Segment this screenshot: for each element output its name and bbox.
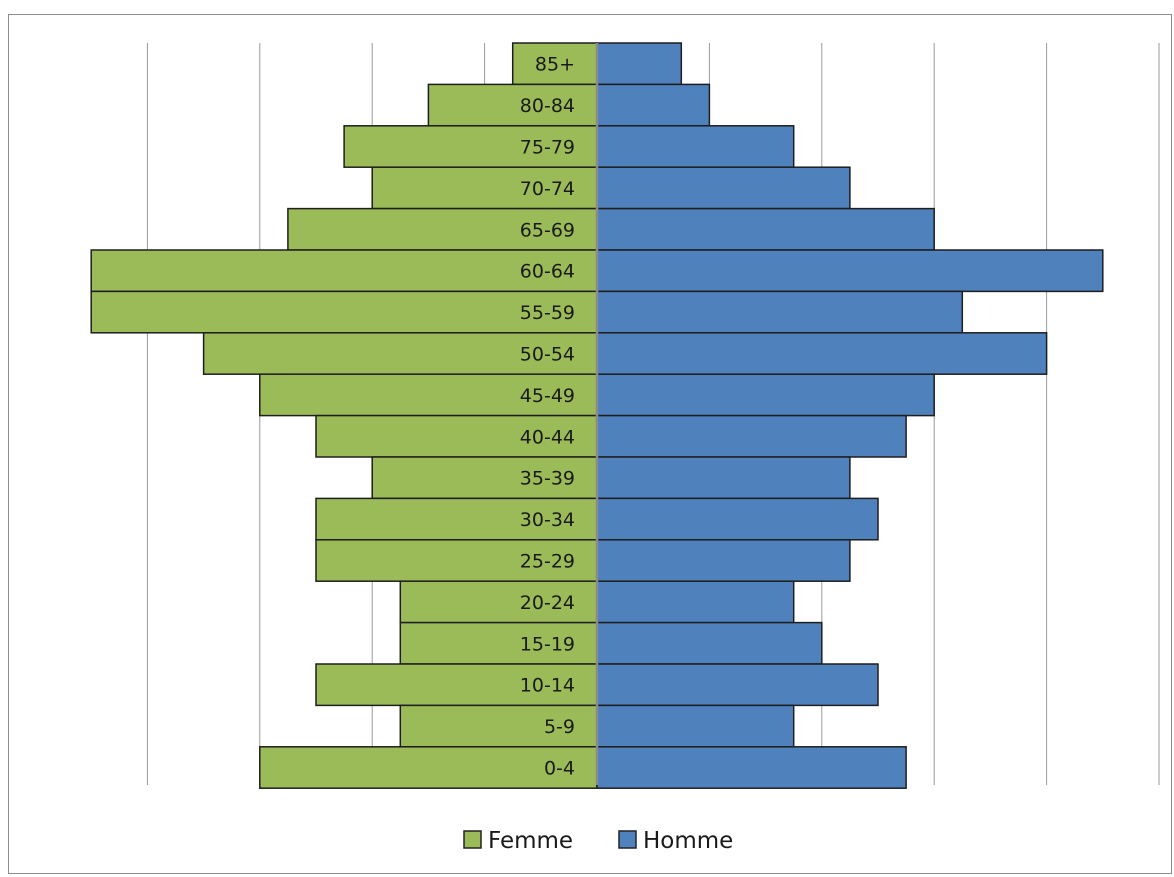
bars [90, 42, 1104, 789]
bar-homme-0-4 [596, 746, 907, 789]
age-labels: 85+ 80-84 75-79 70-74 65-69 60-64 55-59 50-54 45… [520, 54, 575, 780]
bar-femme-40-44 [315, 414, 598, 458]
age-label: 25-29 [520, 551, 575, 573]
bar-homme-30-34 [596, 497, 879, 541]
bar-femme-50-54 [202, 332, 598, 375]
age-label: 80-84 [520, 95, 575, 117]
bar-femme-65-69 [287, 207, 598, 251]
age-label: 45-49 [520, 385, 575, 407]
age-label: 70-74 [520, 178, 575, 200]
age-label: 65-69 [520, 219, 575, 241]
bar-femme-5-9 [399, 704, 598, 748]
bar-homme-5-9 [596, 704, 795, 748]
bar-homme-25-29 [596, 539, 851, 582]
age-label: 40-44 [520, 426, 575, 448]
bar-homme-85+ [596, 42, 683, 86]
age-label: 20-24 [520, 592, 575, 614]
age-label: 55-59 [520, 302, 575, 324]
legend: Femme Homme [463, 828, 733, 854]
bar-homme-45-49 [596, 373, 935, 417]
bar-femme-30-34 [315, 497, 598, 541]
bar-femme-15-19 [399, 621, 598, 665]
bar-homme-70-74 [596, 166, 851, 210]
legend-label-femme: Femme [488, 828, 573, 854]
legend-label-homme: Homme [643, 828, 733, 854]
age-label: 85+ [535, 54, 575, 76]
bar-homme-65-69 [596, 207, 935, 251]
age-label: 75-79 [520, 137, 575, 159]
bar-homme-10-14 [596, 663, 879, 707]
bar-homme-40-44 [596, 414, 907, 458]
bar-homme-55-59 [596, 290, 964, 334]
bar-femme-0-4 [259, 746, 598, 789]
age-label: 10-14 [520, 675, 575, 697]
age-label: 30-34 [520, 509, 575, 531]
bar-femme-20-24 [399, 580, 598, 624]
bar-homme-75-79 [596, 125, 795, 168]
bar-femme-60-64 [90, 249, 598, 293]
age-label: 60-64 [520, 261, 575, 283]
bar-homme-80-84 [596, 83, 711, 127]
bar-homme-20-24 [596, 580, 795, 624]
bar-homme-60-64 [596, 249, 1104, 293]
age-label: 50-54 [520, 344, 575, 366]
age-label: 35-39 [520, 468, 575, 490]
age-label: 0-4 [544, 758, 575, 780]
legend-swatch-femme [463, 830, 482, 849]
age-label: 15-19 [520, 633, 575, 655]
bar-femme-55-59 [90, 290, 598, 334]
bar-homme-35-39 [596, 456, 851, 500]
legend-swatch-homme [618, 830, 637, 849]
age-label: 5-9 [544, 716, 575, 738]
bar-homme-50-54 [596, 332, 1048, 375]
bar-femme-10-14 [315, 663, 598, 707]
bar-homme-15-19 [596, 621, 823, 665]
